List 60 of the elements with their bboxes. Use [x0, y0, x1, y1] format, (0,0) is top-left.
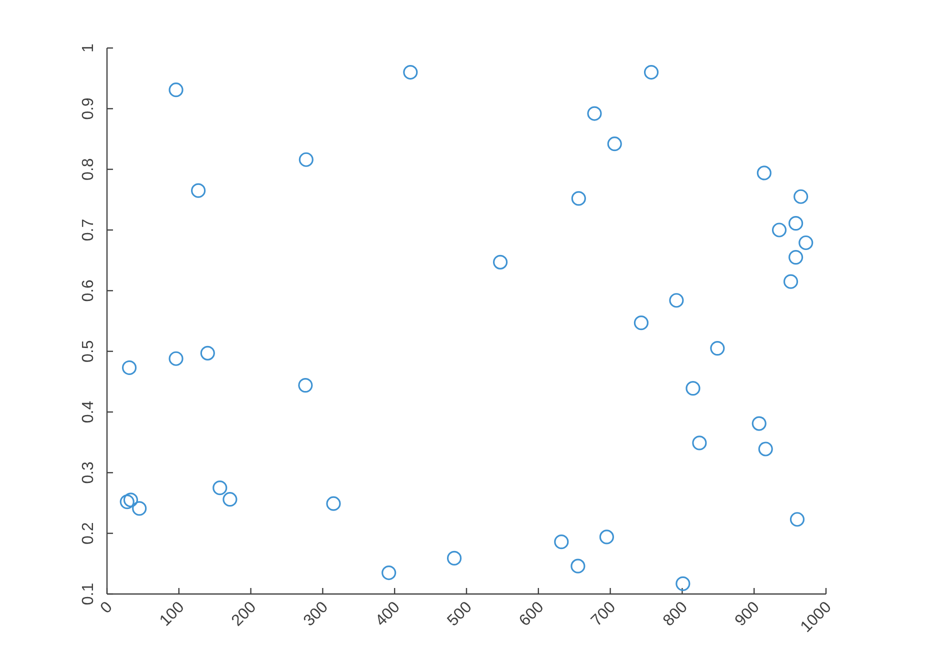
point: [634, 316, 649, 330]
y-tick-label: 1: [80, 43, 97, 52]
y-tick-label: 0.1: [80, 582, 97, 606]
point: [122, 360, 137, 376]
point: [212, 480, 228, 496]
point: [168, 351, 184, 366]
point: [692, 436, 707, 450]
y-tick-label: 0.2: [80, 522, 97, 544]
point: [794, 189, 808, 204]
point: [571, 191, 586, 206]
point: [298, 152, 314, 167]
y-tick-label: 0.6: [80, 279, 97, 302]
point: [756, 166, 772, 180]
point: [798, 235, 814, 250]
point: [326, 496, 341, 511]
point: [222, 492, 238, 507]
x-tick-label: 0: [98, 598, 116, 618]
point: [168, 82, 184, 98]
point: [120, 494, 134, 510]
x-tick-label: 200: [228, 598, 260, 630]
y-tick-label: 0.7: [80, 218, 97, 242]
point: [772, 222, 787, 238]
x-tick-label: 300: [300, 598, 332, 630]
point: [676, 576, 690, 591]
point: [132, 501, 147, 516]
point: [644, 64, 659, 80]
point: [607, 136, 622, 152]
point: [446, 550, 462, 566]
point: [492, 254, 508, 270]
point: [587, 106, 602, 121]
point: [382, 565, 396, 580]
x-tick-label: 400: [372, 598, 404, 630]
point: [570, 558, 586, 574]
x-tick-label: 100: [156, 598, 188, 630]
x-tick-label: 700: [588, 598, 620, 630]
x-tick-label: 800: [660, 598, 692, 630]
y-tick-label: 0.9: [80, 97, 97, 120]
point: [790, 512, 805, 527]
point: [710, 341, 725, 356]
point: [200, 346, 215, 360]
point: [669, 293, 684, 308]
point: [783, 274, 798, 289]
point: [554, 534, 569, 550]
x-tick-label: 900: [732, 598, 763, 630]
point: [686, 381, 700, 396]
x-tick-label: 500: [444, 598, 476, 630]
point: [403, 64, 418, 80]
point: [191, 183, 206, 198]
y-tick-label: 0.5: [80, 340, 97, 362]
y-tick-label: 0.3: [80, 461, 97, 484]
y-tick-label: 0.4: [80, 400, 97, 424]
x-tick-label: 600: [516, 598, 548, 630]
point: [298, 378, 313, 393]
point: [123, 492, 138, 508]
point: [752, 416, 766, 431]
point: [788, 216, 804, 231]
y-tick-label: 0.8: [80, 158, 97, 180]
point: [788, 250, 804, 265]
point: [758, 442, 773, 456]
point: [599, 530, 614, 544]
